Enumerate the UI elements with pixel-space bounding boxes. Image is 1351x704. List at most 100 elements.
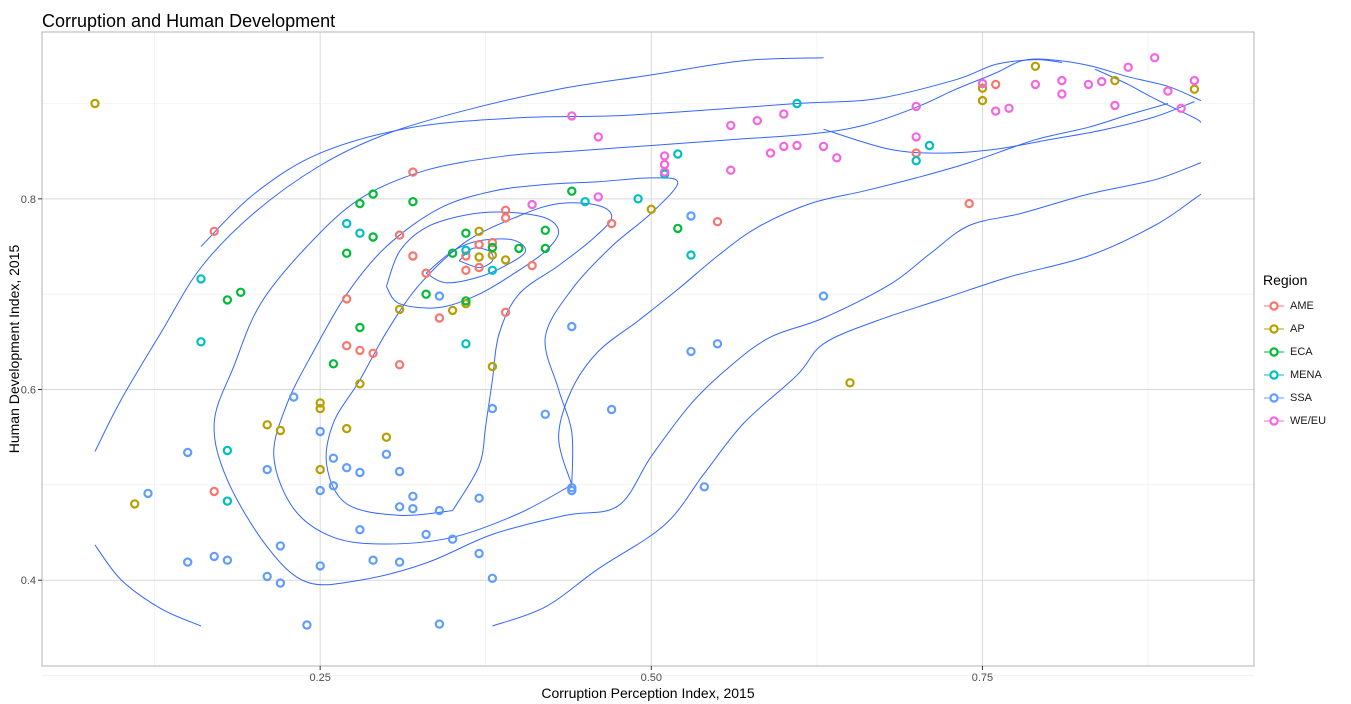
data-point bbox=[593, 132, 604, 142]
series-eca bbox=[222, 186, 683, 369]
x-tick-label: 0.25 bbox=[309, 672, 330, 684]
data-point bbox=[394, 360, 405, 370]
series-ame bbox=[209, 79, 1001, 497]
legend-item: ECA bbox=[1262, 340, 1326, 363]
data-point bbox=[1149, 53, 1160, 63]
data-point bbox=[474, 548, 484, 559]
data-point bbox=[1189, 84, 1200, 94]
legend-label: SSA bbox=[1290, 391, 1313, 404]
series-ssa bbox=[143, 211, 829, 630]
data-point bbox=[686, 250, 696, 260]
data-point bbox=[487, 242, 498, 253]
data-point bbox=[368, 555, 378, 565]
data-point bbox=[182, 557, 193, 567]
data-point bbox=[368, 232, 378, 242]
data-point bbox=[355, 467, 365, 478]
data-point bbox=[461, 251, 471, 261]
legend: Region AME AP ECA MENA SSA WE/EU bbox=[1262, 272, 1326, 432]
data-point bbox=[196, 337, 206, 347]
data-point bbox=[540, 225, 551, 235]
data-point bbox=[209, 486, 219, 497]
data-point bbox=[1176, 103, 1186, 114]
data-point bbox=[487, 573, 498, 584]
data-point bbox=[434, 291, 445, 301]
data-point bbox=[1096, 76, 1107, 87]
data-point bbox=[342, 248, 352, 258]
data-point bbox=[673, 223, 683, 234]
legend-item: AME bbox=[1262, 294, 1326, 317]
data-point bbox=[328, 359, 339, 369]
data-point bbox=[342, 341, 352, 351]
data-point bbox=[1083, 79, 1094, 90]
legend-label: AP bbox=[1290, 322, 1305, 335]
y-tick-label: 0.4 bbox=[21, 575, 36, 587]
data-point bbox=[964, 198, 974, 209]
density-contour-line bbox=[458, 247, 494, 269]
data-point bbox=[911, 148, 921, 158]
data-point bbox=[394, 304, 405, 315]
data-point bbox=[540, 243, 551, 254]
data-point bbox=[991, 106, 1001, 116]
data-point bbox=[527, 199, 537, 210]
series-mena bbox=[196, 98, 935, 506]
data-point bbox=[394, 502, 405, 512]
data-point bbox=[408, 167, 418, 177]
data-point bbox=[129, 499, 140, 509]
data-point bbox=[381, 432, 392, 442]
x-axis-ticks: 0.25 0.50 0.75 bbox=[309, 666, 993, 684]
legend-label: MENA bbox=[1290, 368, 1322, 381]
data-point bbox=[487, 361, 498, 372]
data-point bbox=[342, 294, 352, 304]
data-point bbox=[408, 196, 418, 207]
y-axis-ticks: 0.4 0.6 0.8 bbox=[21, 194, 42, 587]
density-contour-line bbox=[823, 101, 1195, 154]
data-point bbox=[90, 98, 100, 109]
data-point bbox=[474, 493, 484, 503]
data-point bbox=[408, 251, 418, 261]
data-point bbox=[196, 274, 206, 284]
data-point bbox=[633, 194, 643, 204]
data-point bbox=[328, 481, 339, 491]
data-point bbox=[977, 83, 988, 93]
data-point bbox=[447, 534, 458, 544]
data-point bbox=[540, 409, 551, 419]
data-point bbox=[368, 189, 378, 199]
data-point bbox=[659, 151, 670, 161]
data-point bbox=[567, 485, 577, 496]
data-point bbox=[752, 115, 763, 126]
data-point bbox=[302, 620, 312, 630]
data-point bbox=[315, 485, 325, 496]
legend-item: MENA bbox=[1262, 363, 1326, 386]
data-point bbox=[567, 186, 577, 196]
data-point bbox=[606, 218, 617, 229]
legend-item: WE/EU bbox=[1262, 409, 1326, 432]
y-tick-label: 0.8 bbox=[21, 194, 36, 206]
x-tick-label: 0.50 bbox=[641, 672, 662, 684]
data-point bbox=[686, 346, 696, 357]
data-point bbox=[461, 245, 471, 255]
legend-key bbox=[1262, 319, 1286, 339]
data-point bbox=[394, 466, 405, 477]
data-point bbox=[355, 198, 365, 209]
data-point bbox=[447, 305, 458, 316]
data-point bbox=[514, 243, 524, 254]
data-point bbox=[911, 132, 921, 142]
data-point bbox=[792, 140, 802, 151]
density-contour-line bbox=[385, 211, 560, 309]
data-point bbox=[487, 237, 498, 248]
data-point bbox=[474, 252, 484, 262]
data-point bbox=[262, 464, 272, 475]
data-point bbox=[779, 109, 789, 119]
data-point bbox=[911, 155, 921, 166]
legend-label: WE/EU bbox=[1290, 414, 1327, 427]
data-point bbox=[222, 496, 233, 506]
data-point bbox=[408, 504, 418, 514]
data-point bbox=[1189, 75, 1200, 86]
data-point bbox=[567, 321, 577, 332]
x-axis-label: Corruption Perception Index, 2015 bbox=[541, 685, 754, 701]
density-contour-line bbox=[558, 103, 1169, 486]
data-point bbox=[832, 153, 842, 163]
data-point bbox=[461, 228, 471, 238]
data-point bbox=[567, 111, 577, 121]
data-point bbox=[686, 211, 696, 221]
